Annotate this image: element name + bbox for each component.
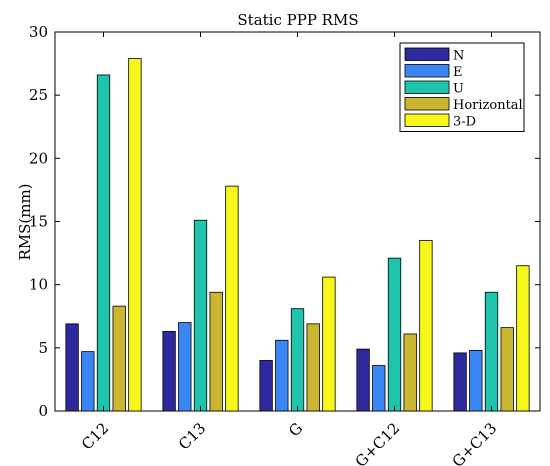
bar-c12-e — [81, 351, 95, 412]
x-tick-label: C12 — [78, 419, 112, 453]
y-tick-label: 20 — [29, 149, 48, 167]
x-tick-label: G+C12 — [352, 419, 404, 466]
bar-g-c13-3d — [516, 265, 530, 412]
bar-g-n — [259, 360, 273, 412]
y-tick-label: 0 — [38, 402, 48, 420]
legend-swatch — [404, 47, 450, 61]
y-tick-label: 25 — [29, 86, 48, 104]
legend-label: E — [453, 65, 463, 80]
x-tick-label: G+C13 — [449, 419, 501, 466]
bar-g-horizontal — [306, 323, 320, 412]
bar-c13-e — [178, 322, 192, 412]
chart-title: Static PPP RMS — [237, 11, 358, 29]
legend-swatch — [404, 113, 450, 127]
bar-g-c13-horizontal — [500, 327, 514, 412]
y-tick-label: 15 — [29, 213, 48, 231]
bars-group — [65, 58, 530, 412]
legend-label: Horizontal — [453, 98, 523, 113]
bar-c13-horizontal — [209, 291, 223, 412]
bar-g-c12-n — [356, 348, 370, 412]
bar-c12-horizontal — [112, 305, 126, 412]
legend-label: 3-D — [453, 115, 476, 130]
y-tick-label: 5 — [38, 339, 48, 357]
bar-c12-n — [65, 323, 79, 412]
bar-c13-n — [162, 331, 176, 412]
bar-g-c13-n — [453, 352, 467, 412]
bar-g-e — [275, 339, 289, 412]
x-tick-label: G — [285, 419, 306, 440]
y-axis: 0 5 10 15 20 25 30 — [29, 23, 540, 420]
legend-swatch — [404, 64, 450, 78]
legend-label: U — [453, 82, 464, 97]
bar-g-c12-3d — [419, 240, 433, 412]
bar-g-c13-u — [484, 291, 499, 412]
bar-c12-u — [96, 74, 111, 412]
y-tick-label: 30 — [29, 23, 48, 41]
bar-g-c13-e — [469, 349, 483, 412]
bar-g-c12-e — [372, 365, 386, 412]
bar-g-3d — [322, 276, 336, 412]
bar-c13-u — [193, 219, 208, 412]
bar-g-c12-horizontal — [403, 333, 417, 412]
bar-c13-3d — [225, 185, 239, 412]
bar-c12-3d — [128, 58, 142, 412]
y-tick-label: 10 — [29, 276, 48, 294]
bar-g-u — [290, 308, 305, 412]
legend-label: N — [453, 49, 464, 64]
x-tick-label: C13 — [175, 419, 209, 453]
y-axis-label: RMS(mm) — [16, 183, 34, 260]
legend-swatch — [404, 97, 450, 111]
legend-swatch — [404, 80, 450, 94]
bar-g-c12-u — [387, 257, 402, 412]
